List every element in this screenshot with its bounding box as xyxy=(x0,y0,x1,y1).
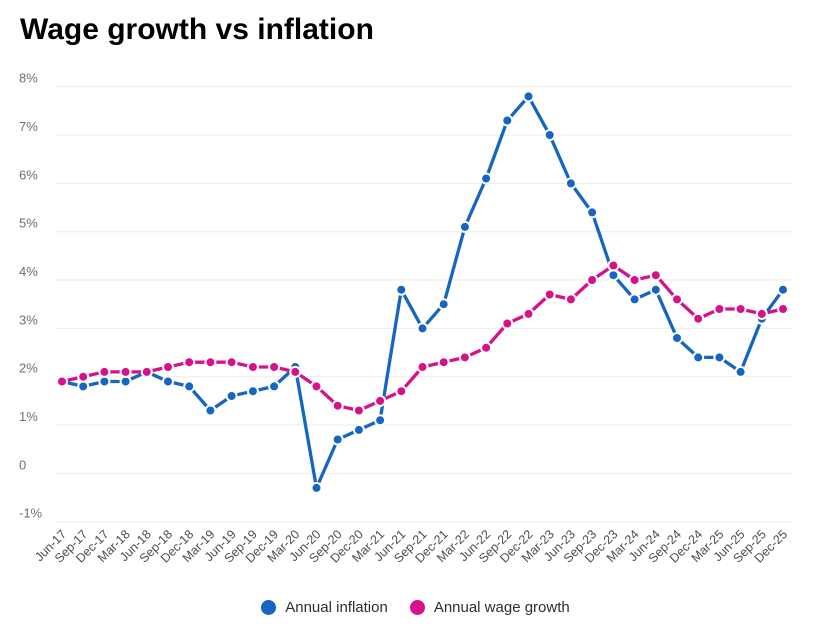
data-point[interactable] xyxy=(437,298,450,311)
data-point[interactable] xyxy=(183,356,196,369)
data-point[interactable] xyxy=(352,404,365,417)
data-point[interactable] xyxy=(458,220,471,233)
data-point[interactable] xyxy=(543,288,556,301)
data-point[interactable] xyxy=(564,177,577,190)
data-point[interactable] xyxy=(628,274,641,286)
data-point[interactable] xyxy=(352,423,365,436)
data-point[interactable] xyxy=(56,375,68,388)
legend-label-inflation: Annual inflation xyxy=(285,598,388,616)
data-point[interactable] xyxy=(755,307,768,320)
data-point[interactable] xyxy=(777,303,789,315)
data-point[interactable] xyxy=(713,351,726,364)
legend-marker-inflation xyxy=(261,599,277,615)
data-point[interactable] xyxy=(225,356,238,369)
data-point[interactable] xyxy=(692,351,705,364)
data-point[interactable] xyxy=(628,293,641,306)
data-point[interactable] xyxy=(119,365,132,378)
y-tick-label: 5% xyxy=(19,216,38,231)
data-point[interactable] xyxy=(310,481,323,494)
data-point[interactable] xyxy=(671,293,683,306)
data-point[interactable] xyxy=(374,394,387,407)
legend: Annual inflation Annual wage growth xyxy=(0,591,831,623)
data-point[interactable] xyxy=(543,129,556,141)
data-point[interactable] xyxy=(268,361,281,373)
y-tick-label: 4% xyxy=(19,264,38,279)
data-point[interactable] xyxy=(204,356,217,369)
data-point[interactable] xyxy=(268,380,281,393)
data-point[interactable] xyxy=(692,312,705,325)
legend-marker-wage-growth xyxy=(409,599,425,615)
data-point[interactable] xyxy=(522,307,535,320)
data-point[interactable] xyxy=(119,375,132,388)
legend-item-wage-growth: Annual wage growth xyxy=(409,598,570,616)
data-point[interactable] xyxy=(395,385,408,398)
data-point[interactable] xyxy=(501,114,514,127)
data-point[interactable] xyxy=(777,283,789,296)
data-point[interactable] xyxy=(331,433,344,446)
data-point[interactable] xyxy=(586,206,599,219)
data-point[interactable] xyxy=(395,283,408,296)
y-tick-label: 7% xyxy=(19,119,38,134)
chart-title: Wage growth vs inflation xyxy=(20,13,374,46)
data-point[interactable] xyxy=(98,365,111,378)
y-tick-label: 1% xyxy=(19,409,38,424)
data-point[interactable] xyxy=(607,269,620,282)
data-point[interactable] xyxy=(416,322,429,335)
y-tick-label: 8% xyxy=(19,71,38,86)
data-point[interactable] xyxy=(246,385,259,398)
y-tick-label: -1% xyxy=(19,506,43,521)
data-point[interactable] xyxy=(564,293,577,306)
data-point[interactable] xyxy=(649,269,662,282)
data-point[interactable] xyxy=(480,341,493,354)
data-point[interactable] xyxy=(246,361,259,373)
y-tick-label: 6% xyxy=(19,167,38,182)
data-point[interactable] xyxy=(98,375,111,388)
data-point[interactable] xyxy=(183,380,196,393)
data-point[interactable] xyxy=(671,332,683,344)
legend-label-wage-growth: Annual wage growth xyxy=(433,598,570,616)
data-point[interactable] xyxy=(162,375,174,388)
data-point[interactable] xyxy=(310,380,323,393)
data-point[interactable] xyxy=(713,303,726,315)
chart-svg: 8%7%6%5%4%3%2%1%0-1%Jun-17Sep-17Dec-17Ma… xyxy=(19,71,793,566)
data-point[interactable] xyxy=(77,370,90,383)
y-tick-label: 3% xyxy=(19,312,38,327)
data-point[interactable] xyxy=(458,351,471,364)
data-point[interactable] xyxy=(649,283,662,296)
y-tick-label: 2% xyxy=(19,361,38,376)
data-point[interactable] xyxy=(437,356,450,369)
data-point[interactable] xyxy=(586,274,599,286)
data-point[interactable] xyxy=(522,90,535,103)
data-point[interactable] xyxy=(501,317,514,330)
data-point[interactable] xyxy=(77,380,90,393)
data-point[interactable] xyxy=(162,361,174,373)
data-point[interactable] xyxy=(225,390,238,402)
data-point[interactable] xyxy=(289,365,302,378)
legend-item-inflation: Annual inflation xyxy=(261,599,388,616)
data-point[interactable] xyxy=(416,361,429,373)
data-point[interactable] xyxy=(331,399,344,412)
data-point[interactable] xyxy=(607,259,620,272)
data-point[interactable] xyxy=(374,414,387,427)
data-point[interactable] xyxy=(140,365,153,378)
data-point[interactable] xyxy=(734,303,747,315)
series-line-0 xyxy=(60,94,785,490)
y-tick-label: 0 xyxy=(19,457,26,472)
data-point[interactable] xyxy=(734,365,747,378)
data-point[interactable] xyxy=(204,404,217,417)
data-point[interactable] xyxy=(480,172,493,185)
